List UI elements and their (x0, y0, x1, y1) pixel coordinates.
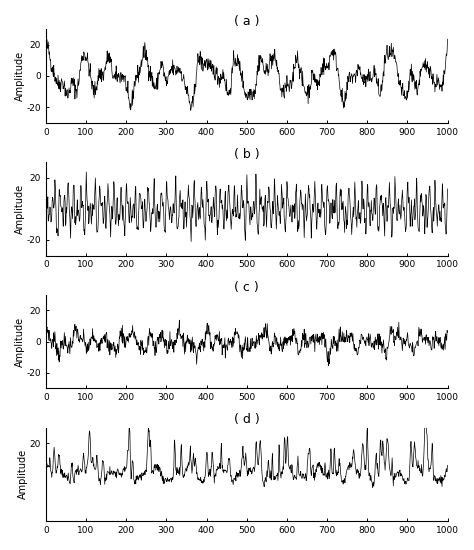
Title: ( a ): ( a ) (234, 15, 259, 28)
Y-axis label: Amplitude: Amplitude (18, 449, 28, 499)
Y-axis label: Amplitude: Amplitude (15, 51, 25, 101)
Title: ( d ): ( d ) (234, 414, 260, 426)
Y-axis label: Amplitude: Amplitude (15, 184, 25, 234)
Y-axis label: Amplitude: Amplitude (15, 316, 25, 367)
Title: ( c ): ( c ) (234, 280, 259, 294)
Title: ( b ): ( b ) (234, 148, 259, 161)
